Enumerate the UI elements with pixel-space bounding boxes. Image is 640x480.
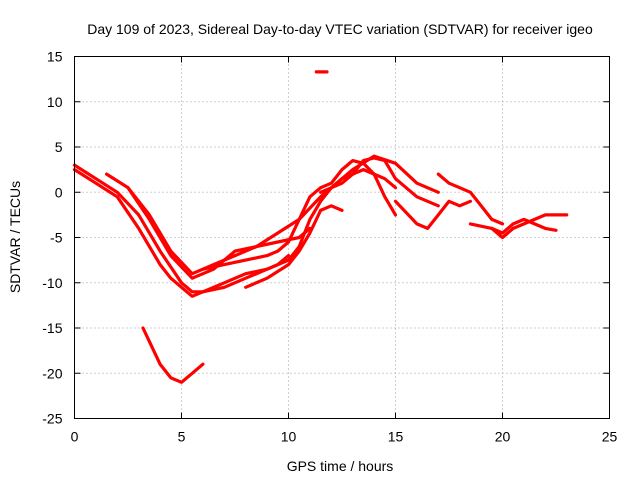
series-line-pass-h	[393, 199, 472, 230]
y-tick-label: -5	[50, 230, 63, 246]
y-tick-label: -10	[42, 275, 62, 291]
y-axis-label: SDTVAR / TECUs	[7, 181, 23, 293]
series-line-pass-g	[319, 156, 440, 208]
series-line-pass-b	[72, 168, 291, 298]
series-layer	[72, 70, 569, 384]
series-line-pass-i	[436, 172, 505, 226]
y-tick-label: 5	[55, 139, 63, 155]
x-tick-label: 10	[281, 429, 297, 445]
grid-layer	[74, 56, 610, 419]
x-axis-label: GPS time / hours	[287, 458, 394, 474]
series-line-pass-k	[490, 217, 558, 235]
x-tick-label: 5	[178, 429, 186, 445]
tick-layer: 0 5 10 15 20 25 -25 -20 -15 -10 -5 0 5 10 15	[42, 49, 617, 445]
y-tick-label: -25	[42, 411, 62, 427]
series-line-pass-c	[104, 172, 312, 280]
x-tick-label: 15	[388, 429, 404, 445]
x-tick-label: 0	[71, 429, 79, 445]
chart-title: Day 109 of 2023, Sidereal Day-to-day VTE…	[87, 21, 593, 37]
series-line-pass-e	[201, 159, 398, 271]
series-line-pass-d	[126, 168, 398, 276]
y-tick-label: 10	[47, 94, 63, 110]
x-tick-label: 25	[602, 429, 618, 445]
x-tick-label: 20	[495, 429, 511, 445]
series-line-pass-l	[141, 326, 205, 384]
y-tick-label: -20	[42, 365, 62, 381]
y-tick-label: 0	[55, 184, 63, 200]
y-tick-label: 15	[47, 49, 63, 65]
series-line-pass-j	[468, 213, 569, 240]
y-tick-label: -15	[42, 320, 62, 336]
series-line-pass-f	[244, 204, 344, 289]
